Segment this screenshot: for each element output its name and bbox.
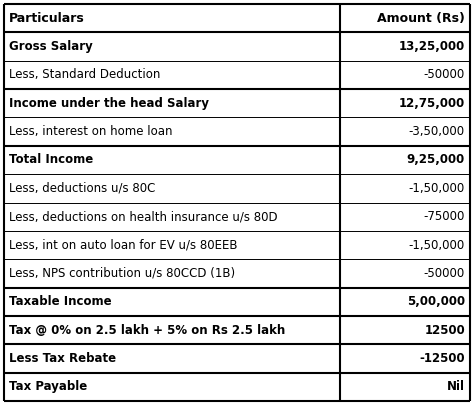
Text: Less, Standard Deduction: Less, Standard Deduction [9, 68, 160, 81]
Text: -50000: -50000 [424, 68, 465, 81]
Text: Gross Salary: Gross Salary [9, 40, 93, 53]
Text: Less, interest on home loan: Less, interest on home loan [9, 125, 173, 138]
Text: 12500: 12500 [424, 324, 465, 337]
Text: -1,50,000: -1,50,000 [409, 239, 465, 252]
Text: Income under the head Salary: Income under the head Salary [9, 97, 209, 110]
Text: Less, NPS contribution u/s 80CCD (1B): Less, NPS contribution u/s 80CCD (1B) [9, 267, 235, 280]
Text: 13,25,000: 13,25,000 [399, 40, 465, 53]
Text: -12500: -12500 [419, 352, 465, 365]
Text: Tax Payable: Tax Payable [9, 380, 87, 393]
Text: -3,50,000: -3,50,000 [409, 125, 465, 138]
Text: Total Income: Total Income [9, 153, 93, 166]
Text: -75000: -75000 [424, 210, 465, 223]
Text: Less Tax Rebate: Less Tax Rebate [9, 352, 116, 365]
Text: Taxable Income: Taxable Income [9, 295, 111, 308]
Text: Nil: Nil [447, 380, 465, 393]
Text: Amount (Rs): Amount (Rs) [377, 12, 465, 25]
Text: Less, deductions on health insurance u/s 80D: Less, deductions on health insurance u/s… [9, 210, 278, 223]
Text: 9,25,000: 9,25,000 [407, 153, 465, 166]
Text: Less, int on auto loan for EV u/s 80EEB: Less, int on auto loan for EV u/s 80EEB [9, 239, 237, 252]
Text: 12,75,000: 12,75,000 [399, 97, 465, 110]
Text: Tax @ 0% on 2.5 lakh + 5% on Rs 2.5 lakh: Tax @ 0% on 2.5 lakh + 5% on Rs 2.5 lakh [9, 324, 285, 337]
Text: -50000: -50000 [424, 267, 465, 280]
Text: Particulars: Particulars [9, 12, 85, 25]
Text: 5,00,000: 5,00,000 [407, 295, 465, 308]
Text: -1,50,000: -1,50,000 [409, 182, 465, 195]
Text: Less, deductions u/s 80C: Less, deductions u/s 80C [9, 182, 155, 195]
